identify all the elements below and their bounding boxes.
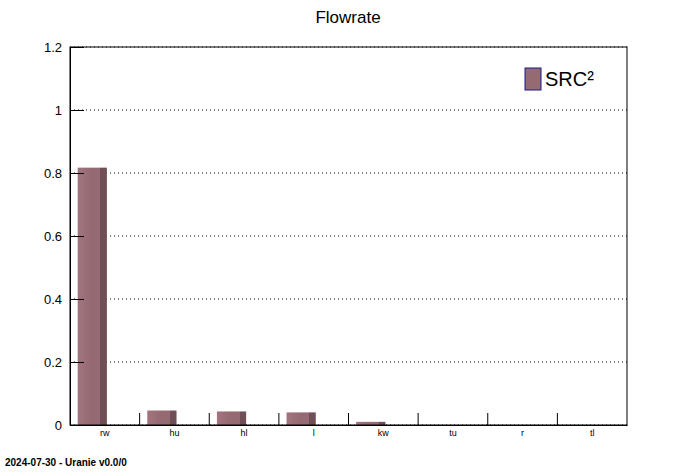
grid-line (70, 299, 627, 300)
plot-frame (70, 47, 627, 425)
x-axis: rw hu hl l kw tu r tl (71, 425, 628, 438)
y-tick-mark (70, 236, 84, 237)
x-divider (209, 413, 210, 425)
bar (78, 168, 107, 425)
x-divider (487, 413, 488, 425)
x-tick-label: rw (100, 428, 110, 438)
grid-line (70, 362, 627, 363)
y-tick-label: 1 (55, 103, 62, 118)
x-tick-label: tu (449, 428, 457, 438)
annotation: 2024-07-30 - Uranie v0.0/0 (5, 457, 127, 468)
y-tick-label: 0 (55, 418, 62, 433)
x-tick: rw (100, 425, 110, 438)
x-divider (418, 413, 419, 425)
y-tick: 1.2 (44, 40, 84, 55)
x-tick: l (313, 425, 315, 438)
y-tick-label: 0.4 (44, 292, 62, 307)
y-tick-label: 0.2 (44, 355, 62, 370)
bar (287, 412, 316, 425)
x-tick: tl (590, 425, 595, 438)
x-divider (278, 413, 279, 425)
y-tick: 1 (55, 103, 84, 118)
y-tick: 0.6 (44, 229, 84, 244)
x-tick: tu (449, 425, 457, 438)
x-axis-line (71, 425, 628, 426)
grid (70, 47, 627, 425)
x-tick: hl (241, 425, 248, 438)
x-tick-label: tl (590, 428, 595, 438)
chart: Flowrate 0 0.2 0.4 0.6 0.8 1 1.2 rw hu hl l kw tu r tl S… (0, 0, 696, 472)
y-tick-label: 0.8 (44, 166, 62, 181)
grid-line (70, 236, 627, 237)
y-tick-mark (70, 47, 84, 48)
grid-line (70, 173, 627, 174)
y-tick: 0.2 (44, 355, 84, 370)
y-axis-line (71, 48, 85, 426)
grid-line (70, 110, 627, 111)
x-tick: kw (378, 425, 390, 438)
x-divider (348, 413, 349, 425)
x-tick-label: l (313, 428, 315, 438)
y-tick: 0.4 (44, 292, 84, 307)
x-tick-label: r (521, 428, 524, 438)
x-divider (139, 413, 140, 425)
y-tick-mark (70, 299, 84, 300)
legend-label: SRC² (545, 68, 594, 90)
title: Flowrate (315, 8, 380, 27)
bar (217, 411, 246, 425)
x-dividers (140, 413, 558, 425)
x-divider (557, 413, 558, 425)
y-tick-mark (70, 110, 84, 111)
plot-area (78, 168, 386, 425)
bar (147, 411, 176, 425)
y-tick-label: 0.6 (44, 229, 62, 244)
x-tick-label: hl (241, 428, 248, 438)
x-tick-label: hu (169, 428, 179, 438)
y-tick: 0.8 (44, 166, 84, 181)
y-tick-label: 1.2 (44, 40, 62, 55)
x-tick: r (521, 425, 524, 438)
legend-swatch (525, 68, 541, 90)
y-tick-mark (70, 362, 84, 363)
y-tick-mark (70, 173, 84, 174)
y-axis: 0 0.2 0.4 0.6 0.8 1 1.2 (44, 40, 84, 433)
legend: SRC² (525, 68, 594, 90)
x-tick: hu (169, 425, 179, 438)
x-tick-label: kw (378, 428, 390, 438)
